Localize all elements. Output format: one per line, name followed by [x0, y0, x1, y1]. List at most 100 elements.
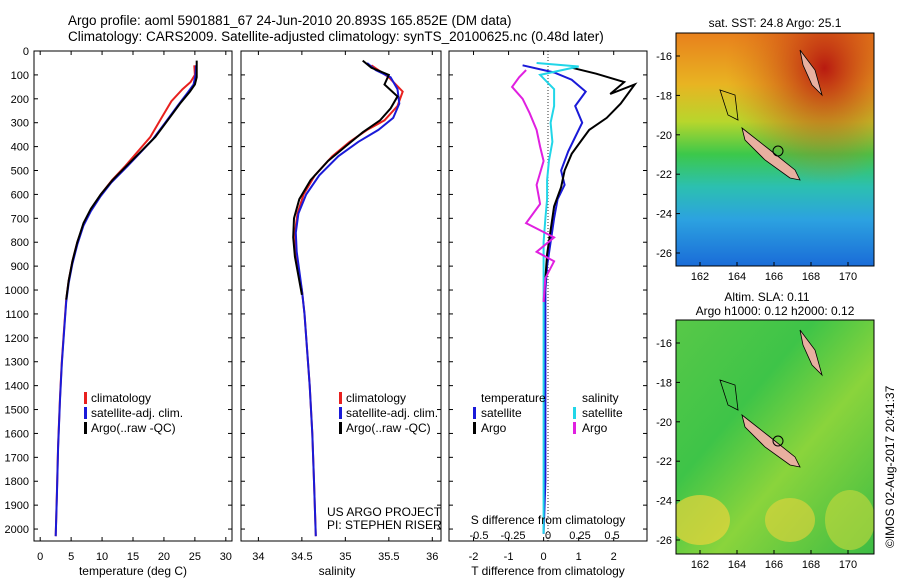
map-lat-label: -22 [656, 169, 672, 181]
temperature-plot-frame [33, 50, 233, 542]
depth-axis-labels: 0 100 200 300 400 500 600 700 800 900 1000 1100 1200… [5, 46, 29, 536]
x-tick-label: 35 [339, 551, 351, 563]
depth-tick-label: 1100 [5, 309, 29, 321]
temperature-xlabel: temperature (deg C) [79, 564, 187, 578]
legend-swatch-t-satellite [473, 407, 476, 419]
legend-swatch-satellite [84, 407, 87, 419]
s-tick-label: -0.5 [470, 530, 489, 542]
x-tick-label: 2 [611, 551, 617, 563]
legend-title-salinity: salinity [582, 391, 619, 405]
legend-label-t-satellite: satellite [481, 406, 522, 420]
s-difference-tick-labels: -0.5 -0.25 0 0.25 0.5 [470, 530, 620, 542]
salinity-ticks: 34 34.5 35 35.5 36 [241, 50, 441, 563]
depth-tick-label: 1200 [5, 333, 29, 345]
series-line-cyan [536, 62, 579, 534]
map-lon-label: 166 [765, 559, 783, 571]
x-tick-label: 20 [158, 551, 170, 563]
depth-tick-label: 500 [11, 166, 29, 178]
series-line-climatology [293, 64, 404, 537]
s-tick-label: 0 [545, 530, 551, 542]
map-lat-label: -26 [656, 535, 672, 547]
legend-label-s-argo: Argo [582, 421, 608, 435]
x-tick-label: 15 [127, 551, 139, 563]
sla-map-ticks: 162 164 166 168 170 -16 -18 -20 -22 -24 -26 [656, 338, 857, 571]
reef-outline [719, 379, 739, 411]
depth-tick-label: 1900 [5, 500, 29, 512]
depth-tick-label: 1600 [5, 428, 29, 440]
x-tick-label: 25 [189, 551, 201, 563]
map-lat-label: -20 [656, 417, 672, 429]
depth-tick-label: 900 [11, 261, 29, 273]
map-lon-label: 162 [691, 271, 709, 283]
difference-series [510, 62, 638, 534]
legend-swatch-climatology [339, 392, 342, 404]
sst-warm-pool [676, 33, 874, 266]
map-lon-label: 170 [839, 559, 857, 571]
x-tick-label: 5 [68, 551, 74, 563]
legend-label-satellite: satellite-adj. clim. [346, 406, 438, 420]
sst-map-ticks: 162 164 166 168 170 -16 -18 -20 -22 -24 -26 [656, 51, 857, 283]
depth-tick-label: 1800 [5, 476, 29, 488]
depth-tick-label: 700 [11, 213, 29, 225]
new-caledonia-island [741, 413, 801, 468]
difference-plot-frame [448, 50, 648, 542]
temperature-series [54, 60, 198, 537]
s-difference-xlabel: S difference from climatology [471, 513, 626, 527]
x-tick-label: 10 [96, 551, 108, 563]
map-lat-label: -22 [656, 456, 672, 468]
series-line-magenta [510, 69, 556, 303]
sla-map: Altim. SLA: 0.11 Argo h1000: 0.12 h2000:… [656, 290, 875, 571]
map-lon-label: 168 [802, 559, 820, 571]
sla-map-subtitle: Argo h1000: 0.12 h2000: 0.12 [696, 304, 855, 318]
legend-swatch-satellite [339, 407, 342, 419]
sla-high-patch [676, 495, 730, 545]
x-tick-label: -2 [469, 551, 479, 563]
t-difference-xlabel: T difference from climatology [471, 564, 625, 578]
depth-tick-label: 300 [11, 118, 29, 130]
pi-annotation: PI: STEPHEN RISER [327, 518, 442, 532]
depth-tick-label: 1000 [5, 285, 29, 297]
x-tick-label: 1 [576, 551, 582, 563]
map-lon-label: 168 [802, 271, 820, 283]
x-tick-label: 0 [37, 551, 43, 563]
legend-title-temperature: temperature [481, 391, 546, 405]
sla-map-frame [675, 319, 875, 555]
sst-map-title: sat. SST: 24.8 Argo: 25.1 [709, 16, 842, 30]
x-tick-label: 34 [252, 551, 264, 563]
s-tick-label: -0.25 [500, 530, 525, 542]
temperature-panel: 0 5 10 15 20 25 30 temperature (deg C) climato… [33, 50, 233, 578]
legend-label-satellite: satellite-adj. clim. [91, 406, 183, 420]
depth-tick-label: 800 [11, 237, 29, 249]
difference-ticks: -2 -1 0 1 2 [449, 50, 647, 563]
map-lon-label: 166 [765, 271, 783, 283]
map-lat-label: -26 [656, 248, 672, 260]
legend-swatch-s-argo [573, 422, 576, 434]
difference-legend: temperature satellite Argo salinity sate… [473, 391, 623, 435]
salinity-plot-frame [240, 50, 442, 542]
legend-swatch-t-argo [473, 422, 476, 434]
s-tick-label: 0.5 [604, 530, 619, 542]
sst-map: sat. SST: 24.8 Argo: 25.1 162 164 166 168 17… [656, 16, 875, 283]
figure-title-line2: Climatology: CARS2009. Satellite-adjuste… [68, 29, 604, 44]
salinity-xlabel: salinity [319, 564, 356, 578]
vanuatu-islands [799, 49, 823, 97]
temperature-ticks: 0 5 10 15 20 25 30 [34, 50, 232, 563]
series-line-argo [292, 59, 399, 295]
salinity-panel: 34 34.5 35 35.5 36 salinity climatology sate… [240, 50, 442, 578]
series-line-satellite [522, 64, 588, 534]
series-line-argo [65, 60, 198, 300]
salinity-series [292, 59, 404, 537]
series-line-climatology [54, 65, 196, 537]
map-lat-label: -18 [656, 377, 672, 389]
legend-label-climatology: climatology [91, 391, 151, 405]
x-tick-label: 0 [541, 551, 547, 563]
sla-high-patch [825, 490, 874, 550]
map-lat-label: -24 [656, 209, 672, 221]
map-lat-label: -20 [656, 130, 672, 142]
map-lon-label: 164 [728, 559, 746, 571]
legend-swatch-argo [339, 422, 342, 434]
legend-swatch-argo [84, 422, 87, 434]
legend-swatch-s-satellite [573, 407, 576, 419]
depth-tick-label: 400 [11, 142, 29, 154]
